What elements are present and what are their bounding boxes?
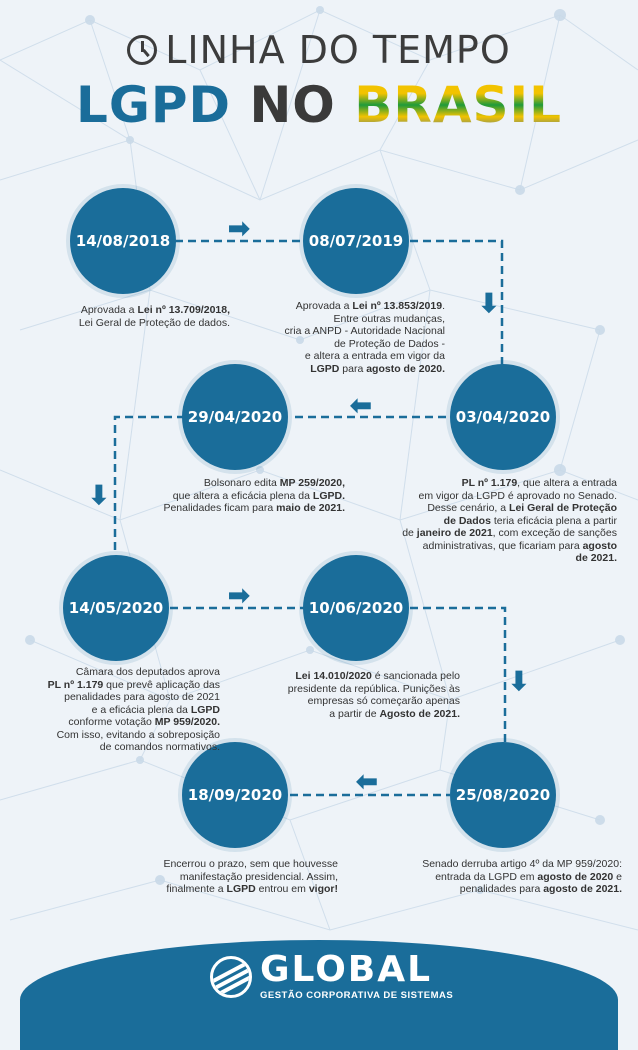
event-desc-3: PL nº 1.179, que altera a entrada em vigo… — [402, 477, 617, 564]
event-desc-2: Aprovada a Lei nº 13.853/2019. Entre outr… — [284, 300, 446, 375]
brand-tagline: GESTÃO CORPORATIVA DE SISTEMAS — [260, 990, 454, 1001]
event-desc-1: Aprovada a Lei nº 13.709/2018, Lei Geral … — [78, 304, 230, 329]
arrow-right-icon: ➡ — [228, 213, 250, 243]
arrow-right-icon: ➡ — [228, 580, 250, 610]
event-date-4: 29/04/2020 — [182, 364, 288, 470]
event-date-5: 14/05/2020 — [63, 555, 169, 661]
title-line1-text: LINHA DO TEMPO — [165, 28, 511, 72]
event-date-2: 08/07/2019 — [303, 188, 409, 294]
event-date-8: 18/09/2020 — [182, 742, 288, 848]
title-line1: LINHA DO TEMPO — [0, 28, 638, 72]
event-desc-4: Bolsonaro edita MP 259/2020, que altera a… — [163, 477, 345, 514]
arrow-down-icon: ⬇ — [508, 666, 530, 696]
event-date-3: 03/04/2020 — [450, 364, 556, 470]
arrow-down-icon: ⬇ — [88, 480, 110, 510]
global-logo[interactable]: GLOBAL GESTÃO CORPORATIVA DE SISTEMAS — [210, 952, 453, 1001]
event-desc-7: Senado derruba artigo 4º da MP 959/2020:… — [422, 858, 622, 895]
brand-name: GLOBAL — [260, 949, 433, 990]
title-no: NO — [249, 76, 336, 134]
event-date-7: 25/08/2020 — [450, 742, 556, 848]
clock-icon — [127, 35, 158, 65]
footer: GLOBAL GESTÃO CORPORATIVA DE SISTEMAS — [20, 940, 618, 1050]
timeline-connectors — [113, 239, 507, 797]
title-lgpd: LGPD — [75, 76, 232, 134]
title-line2: LGPD NO BRASIL — [0, 76, 638, 134]
global-logo-icon — [210, 955, 252, 998]
arrow-down-icon: ⬇ — [478, 288, 500, 318]
arrow-left-icon: ⬅ — [350, 390, 372, 420]
event-desc-6: Lei 14.010/2020 é sancionada pelo preside… — [287, 670, 460, 720]
title-brasil: BRASIL — [354, 76, 563, 134]
event-date-6: 10/06/2020 — [303, 555, 409, 661]
arrow-left-icon: ⬅ — [356, 766, 378, 796]
event-date-1: 14/08/2018 — [70, 188, 176, 294]
header: LINHA DO TEMPO LGPD NO BRASIL — [0, 28, 638, 134]
event-desc-5: Câmara dos deputados aprova PL nº 1.179 q… — [47, 666, 220, 753]
event-desc-8: Encerrou o prazo, sem que houvesse manife… — [163, 858, 338, 895]
